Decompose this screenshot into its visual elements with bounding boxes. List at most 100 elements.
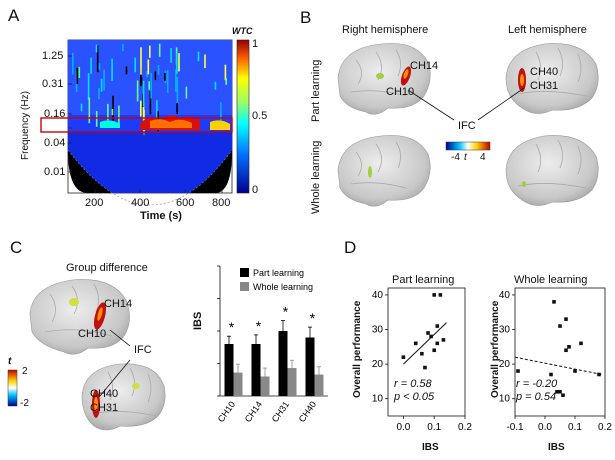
significance-star: * — [256, 318, 262, 334]
ytick-2: 0.31 — [42, 78, 64, 90]
wtc-stripe — [96, 45, 99, 73]
wtc-stripe — [148, 81, 150, 90]
whole-scatter-ytick-label: 20 — [499, 359, 511, 370]
part-ylabel: Overall performance — [352, 300, 363, 398]
wavelet-heatmap — [68, 40, 232, 193]
part-learning-title: Part learning — [392, 274, 455, 286]
c-ch10-label: CH10 — [78, 328, 107, 340]
wtc-stripe — [118, 105, 120, 125]
bar-category-label: CH14 — [243, 399, 264, 424]
part-scatter-ytick-label: 10 — [372, 394, 384, 405]
b-cbar-t: t — [464, 152, 467, 163]
legend-swatch-whole — [240, 282, 249, 291]
c-brain-right — [29, 279, 130, 355]
wtc-stripe — [147, 59, 150, 75]
whole-learning-row-label: Whole learning — [310, 140, 322, 214]
wtc-stripe — [107, 103, 109, 121]
whole-scatter-ytick-label: 30 — [499, 325, 511, 336]
wtc-stripe — [98, 63, 101, 70]
wtc-stripe — [78, 66, 81, 78]
part-scatter-point — [435, 341, 440, 346]
wtc-stripe — [134, 57, 136, 73]
brain-right-whole — [337, 135, 431, 207]
whole-scatter-point — [567, 345, 571, 349]
c-ifc-label: IFC — [134, 344, 152, 356]
bar-ch40-whole — [314, 374, 324, 396]
wtc-stripe — [175, 69, 177, 92]
bar-category-label: CH40 — [297, 399, 318, 424]
wtc-stripe — [166, 70, 169, 93]
wtc-stripe — [176, 102, 178, 114]
wtc-stripe — [112, 95, 114, 121]
whole-scatter-xtick-label: 0.2 — [598, 422, 612, 433]
ytick-1: 1.25 — [42, 50, 64, 62]
part-scatter-point — [438, 293, 443, 297]
wtc-stripe — [122, 43, 124, 52]
whole-scatter-point — [558, 324, 562, 328]
part-learning-row-label: Part learning — [310, 59, 322, 122]
wtc-tick-1: 1 — [252, 38, 259, 50]
whole-scatter-xtick-label: 0.1 — [568, 422, 582, 433]
significance-star: * — [283, 304, 289, 320]
bar-ch14-part — [251, 344, 261, 396]
wtc-stripe — [156, 100, 158, 125]
part-scatter-point — [435, 324, 440, 328]
whole-scatter-xtick-label: 0.0 — [538, 422, 552, 433]
whole-scatter-point — [564, 317, 568, 321]
wtc-stripe — [142, 80, 145, 107]
brain-left-whole — [505, 135, 599, 206]
xtick-200: 200 — [85, 197, 104, 209]
part-scatter-point — [423, 365, 427, 370]
wtc-stripe — [146, 71, 148, 78]
wtc-stripe — [204, 54, 206, 69]
c-t-colorbar — [7, 369, 18, 407]
wtc-stripe — [125, 66, 128, 75]
wavelet-xlabel: Time (s) — [140, 210, 182, 222]
wtc-tick-0: 0 — [252, 184, 259, 196]
panel-letter-a: A — [8, 6, 20, 25]
panel-c: Group difference CH14 CH10 IFC CH40 CH31… — [0, 236, 340, 460]
whole-p-stat: p = 0.54 — [516, 391, 557, 403]
panel-a-wavelet: 1.25 0.31 0.16 0.04 0.01 Frequency (Hz) … — [0, 0, 290, 232]
part-scatter-ytick-label: 40 — [372, 290, 384, 301]
wtc-tick-05: 0.5 — [252, 110, 268, 122]
part-scatter-point — [432, 293, 436, 297]
bar-category-label: CH10 — [216, 399, 237, 424]
part-r-stat: r = 0.58 — [394, 378, 432, 390]
wtc-colorbar-title: WTC — [232, 26, 253, 36]
panel-b-brains: Right hemisphere Left hemisphere Part le… — [296, 0, 615, 232]
b-ch31-label: CH31 — [530, 80, 559, 92]
wtc-stripe — [72, 52, 74, 75]
whole-scatter-point — [597, 372, 601, 377]
part-scatter-xtick-label: 0.2 — [458, 422, 472, 433]
t-colorbar-horizontal — [445, 141, 491, 151]
whole-xlabel: IBS — [548, 442, 565, 453]
wtc-stripe — [80, 103, 83, 112]
part-scatter-point — [426, 331, 430, 335]
panel-letter-d: D — [344, 238, 357, 257]
significance-star: * — [310, 310, 316, 326]
ibs-bar-chart: * CH10 * CH14 * CH31 * CH40 Part learning Whole l… — [190, 256, 340, 456]
wtc-stripe — [197, 51, 200, 62]
panel-d: 10 20 30 40 0.0 0.1 0.2 10 20 30 40 -0.1 0.0 0.1 0.2 … — [340, 236, 615, 460]
wtc-stripe — [214, 81, 217, 90]
wtc-stripe — [111, 109, 114, 116]
whole-scatter-point — [573, 369, 577, 373]
wtc-stripe — [154, 71, 157, 81]
wtc-stripe — [150, 73, 152, 99]
wtc-stripe — [136, 80, 139, 102]
wtc-stripe — [149, 45, 151, 58]
legend-swatch-part — [240, 268, 249, 277]
c-ch40-label: CH40 — [90, 388, 119, 400]
legend-label-part: Part learning — [253, 268, 304, 278]
part-scatter-frame — [387, 287, 466, 417]
whole-scatter-point — [564, 348, 568, 353]
legend-label-whole: Whole learning — [253, 282, 313, 292]
xtick-800: 800 — [212, 197, 231, 209]
wtc-stripe — [98, 88, 100, 100]
wtc-stripe — [224, 64, 227, 81]
wtc-stripe — [90, 57, 92, 74]
wtc-stripe — [140, 68, 142, 87]
wtc-stripe — [76, 67, 79, 85]
left-hemisphere-label: Left hemisphere — [508, 24, 587, 36]
